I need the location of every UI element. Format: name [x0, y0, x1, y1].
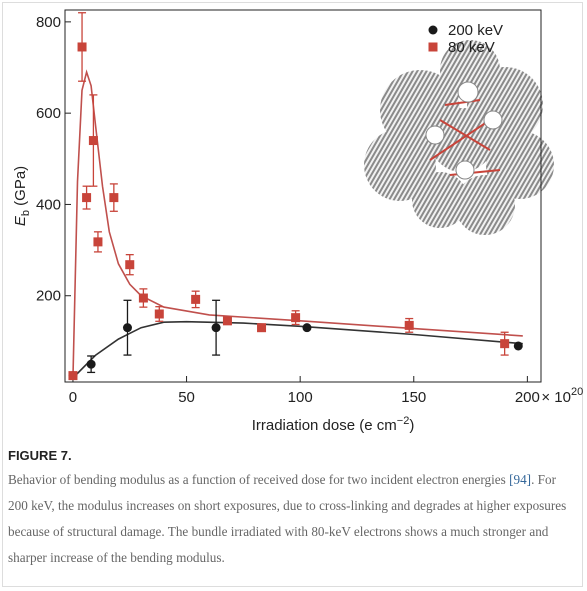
point: [82, 193, 92, 203]
x-tick-label: 0: [69, 389, 77, 406]
point: [86, 359, 96, 369]
point: [222, 316, 232, 326]
plot-frame: [64, 9, 542, 383]
y-label-sub: b: [20, 210, 32, 216]
x-multiplier-exp: 20: [571, 386, 583, 398]
x-multiplier-text: × 10: [541, 389, 571, 406]
plot-area: [68, 12, 523, 381]
y-tick-label: 200: [36, 288, 61, 305]
nanotube-illustration: [364, 40, 554, 235]
y-tick-label: 400: [36, 196, 61, 213]
reference-link[interactable]: [94]: [509, 472, 532, 487]
point: [77, 42, 87, 52]
x-label-text: ): [409, 417, 414, 434]
fit-curve: [72, 320, 523, 379]
x-multiplier: × 1020: [541, 386, 583, 406]
x-tick-label: 200: [515, 389, 540, 406]
x-tick-label: 50: [178, 389, 195, 406]
y-tick-label: 800: [36, 14, 61, 31]
point: [138, 293, 148, 303]
caption-label: FIGURE 7.: [8, 448, 72, 463]
point: [109, 193, 119, 203]
point: [500, 339, 510, 349]
x-label-text: Irradiation dose (e cm: [252, 417, 397, 434]
point: [211, 323, 221, 333]
point: [404, 320, 414, 330]
y-axis-label: Eb (GPa): [12, 166, 32, 226]
chart: 0 50 100 150 200 200 400 600 800 × 1020 Irradiatio…: [12, 9, 583, 434]
y-label-symbol: E: [12, 215, 29, 226]
legend-marker: [428, 42, 438, 52]
y-label-unit: (GPa): [12, 166, 29, 210]
y-tick-label: 600: [36, 105, 61, 122]
point: [68, 371, 78, 381]
legend-label: 80 keV: [448, 39, 495, 56]
x-axis-label: Irradiation dose (e cm−2): [252, 415, 415, 434]
x-tick-label: 100: [288, 389, 313, 406]
point: [191, 294, 201, 304]
point: [513, 341, 523, 351]
point: [302, 323, 312, 333]
point: [154, 309, 164, 319]
legend-marker: [428, 25, 438, 35]
caption-text-part: Behavior of bending modulus as a functio…: [8, 472, 510, 487]
caption: FIGURE 7. Behavior of bending modulus as…: [8, 448, 578, 571]
point: [88, 136, 98, 146]
caption-text: Behavior of bending modulus as a functio…: [8, 467, 578, 571]
caption-text-part: . For 200 keV, the modulus increases on …: [8, 472, 567, 565]
point: [257, 323, 267, 333]
point: [93, 237, 103, 247]
figure-frame: [2, 2, 583, 587]
point: [125, 260, 135, 270]
x-label-sup: −2: [397, 415, 410, 427]
point: [291, 313, 301, 323]
point: [122, 323, 132, 333]
x-tick-label: 150: [401, 389, 426, 406]
legend-label: 200 keV: [448, 22, 503, 39]
